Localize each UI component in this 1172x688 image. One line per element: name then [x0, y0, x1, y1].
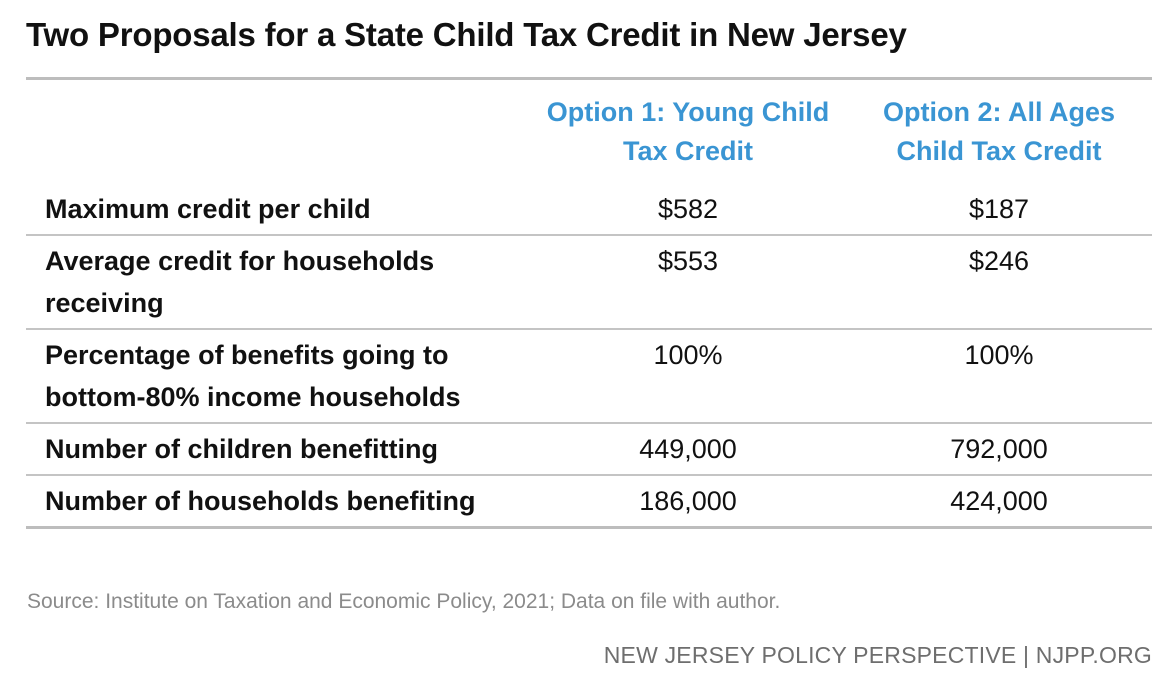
option1-value: $582 — [530, 184, 846, 236]
row-label: Percentage of benefits going to bottom-8… — [26, 329, 530, 424]
column-header-option1: Option 1: Young Child Tax Credit — [546, 97, 830, 166]
option2-value: 424,000 — [846, 475, 1152, 529]
option2-value: 792,000 — [846, 423, 1152, 476]
option1-value: 100% — [530, 329, 846, 424]
comparison-table: Option 1: Young Child Tax Credit Option … — [26, 80, 1152, 529]
row-label: Average credit for households receiving — [26, 235, 530, 330]
table-row: Maximum credit per child $582 $187 — [26, 184, 1152, 236]
option1-value: 186,000 — [530, 475, 846, 529]
option2-value: 100% — [846, 329, 1152, 424]
row-label: Number of children benefitting — [26, 423, 530, 476]
table-header-row: Option 1: Young Child Tax Credit Option … — [26, 80, 1152, 184]
row-label: Maximum credit per child — [26, 184, 530, 236]
option1-value: 449,000 — [530, 423, 846, 476]
source-note: Source: Institute on Taxation and Econom… — [27, 590, 781, 613]
table-row: Average credit for households receiving … — [26, 235, 1152, 330]
row-label: Number of households benefiting — [26, 475, 530, 529]
option2-value: $187 — [846, 184, 1152, 236]
table-row: Number of households benefiting 186,000 … — [26, 475, 1152, 529]
column-header-option2: Option 2: All Ages Child Tax Credit — [882, 97, 1115, 166]
header-empty-cell — [26, 80, 530, 184]
title-divider — [26, 77, 1152, 80]
page-title: Two Proposals for a State Child Tax Cred… — [26, 16, 907, 53]
option1-value: $553 — [530, 235, 846, 330]
table-row: Percentage of benefits going to bottom-8… — [26, 329, 1152, 424]
option2-value: $246 — [846, 235, 1152, 330]
publisher-credit: NEW JERSEY POLICY PERSPECTIVE | NJPP.ORG — [603, 642, 1152, 668]
table-row: Number of children benefitting 449,000 7… — [26, 423, 1152, 476]
